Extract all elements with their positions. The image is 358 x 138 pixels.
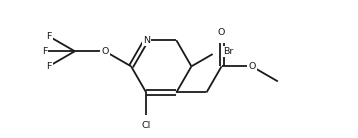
Text: O: O <box>218 28 225 37</box>
Text: F: F <box>42 47 47 56</box>
Text: O: O <box>101 47 109 56</box>
Text: F: F <box>46 62 52 71</box>
Text: N: N <box>143 36 150 45</box>
Text: O: O <box>248 62 255 71</box>
Text: F: F <box>46 32 52 41</box>
Text: Cl: Cl <box>141 121 151 130</box>
Text: Br: Br <box>223 47 233 56</box>
